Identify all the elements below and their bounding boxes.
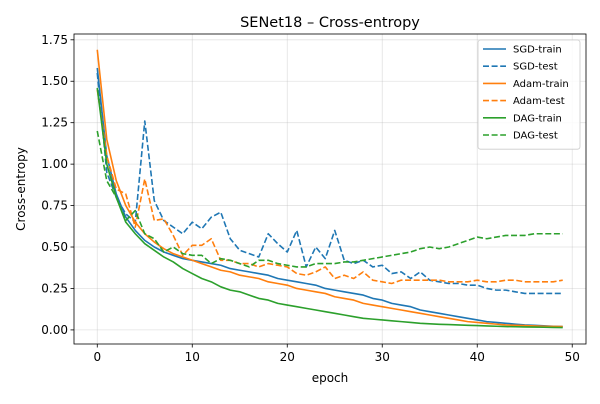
x-tick-label: 40 — [470, 350, 485, 364]
x-tick-label: 50 — [565, 350, 580, 364]
x-tick-label: 0 — [93, 350, 101, 364]
legend-label: DAG-train — [513, 113, 562, 124]
legend-label: SGD-train — [513, 45, 562, 56]
series-layer — [96, 49, 563, 329]
legend-label: SGD-test — [513, 62, 558, 73]
chart-title: SENet18 – Cross-entropy — [240, 15, 420, 31]
y-tick-label: 0.75 — [41, 199, 68, 213]
series-line-sgd-test — [96, 72, 563, 295]
x-tick-label: 30 — [375, 350, 390, 364]
plot-frame — [73, 33, 587, 345]
y-tick-label: 1.75 — [41, 33, 68, 47]
x-tick-label: 20 — [280, 350, 295, 364]
legend-label: DAG-test — [513, 131, 558, 142]
series-line-dag-train — [96, 87, 563, 329]
series-line-sgd-train — [96, 67, 563, 328]
y-tick-label: 1.25 — [41, 116, 68, 130]
legend: SGD-train SGD-test Adam-train Adam-test DAG-… — [477, 39, 581, 150]
y-axis-ticks: 0.00 0.25 0.50 0.75 1.00 1.25 1.50 1.75 — [41, 33, 74, 337]
legend-box — [477, 39, 581, 150]
series-line-adam-test — [96, 89, 563, 285]
legend-label: Adam-train — [513, 79, 569, 90]
grid — [74, 34, 586, 344]
series-line-adam-train — [96, 49, 563, 328]
y-tick-label: 0.50 — [41, 240, 68, 254]
y-tick-label: 0.00 — [41, 323, 68, 337]
y-axis-label: Cross-entropy — [14, 147, 28, 231]
y-tick-label: 1.00 — [41, 157, 68, 171]
y-tick-label: 1.50 — [41, 74, 68, 88]
x-axis-label: epoch — [312, 371, 349, 385]
x-axis-ticks: 0 10 20 30 40 50 — [93, 344, 580, 364]
legend-label: Adam-test — [513, 96, 565, 107]
x-tick-label: 10 — [185, 350, 200, 364]
series-line-dag-test — [96, 130, 563, 268]
y-tick-label: 0.25 — [41, 281, 68, 295]
